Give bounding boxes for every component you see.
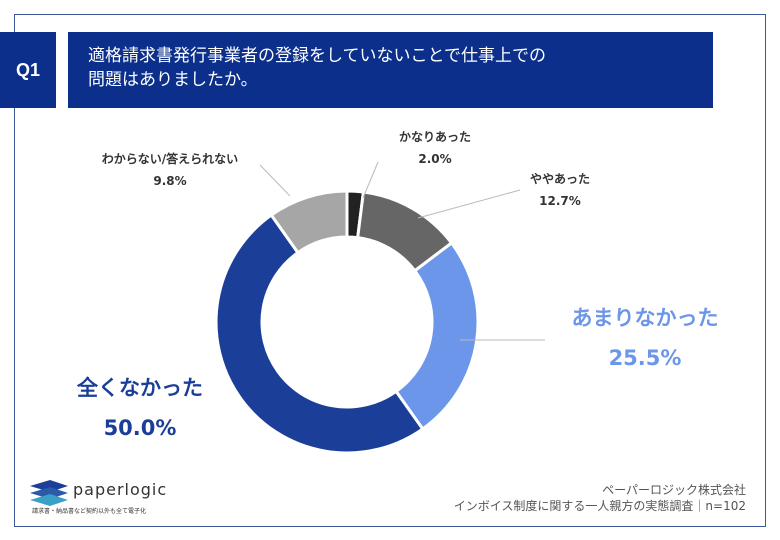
label-wakaranai: わからない/答えられない 9.8% [80,148,260,192]
donut-slice-2 [394,240,480,432]
leader-line-4 [259,164,291,197]
category-label: ややあった [529,172,590,186]
title-line-1: 適格請求書発行事業者の登録をしていないことで仕事上での [88,46,546,66]
footer-credit: ペーパーロジック株式会社 インボイス制度に関する一人親方の実態調査｜n=102 [454,482,746,514]
donut-slice-4 [269,189,349,255]
value-label: 9.8% [153,174,187,188]
question-number: Q1 [0,32,56,108]
donut-slice-3 [214,212,425,455]
value-label: 12.7% [539,194,581,208]
label-mattaku: 全くなかった 50.0% [40,368,240,448]
category-label: かなりあった [398,130,471,144]
label-amari: あまりなかった 25.5% [545,298,745,378]
paperlogic-logo: paperlogic 請求書・納品書など契約以外も全て電子化 [28,478,166,515]
company-name: ペーパーロジック株式会社 [602,483,746,497]
logo-text: paperlogic [73,480,168,499]
frame [14,14,766,527]
label-kanari: かなりあった 2.0% [380,126,490,170]
value-label: 50.0% [103,416,177,440]
category-label: あまりなかった [571,306,719,330]
logo-tagline: 請求書・納品書など契約以外も全て電子化 [32,508,147,515]
category-label: わからない/答えられない [101,152,239,166]
survey-name: インボイス制度に関する一人親方の実態調査｜n=102 [453,499,746,513]
label-yaya: ややあった 12.7% [510,168,610,212]
leader-line-0 [362,161,379,199]
category-label: 全くなかった [77,376,203,400]
logo-mark-icon [30,480,68,506]
value-label: 2.0% [418,152,452,166]
value-label: 25.5% [608,346,682,370]
question-title: 適格請求書発行事業者の登録をしていないことで仕事上での 問題はありましたか。 [68,32,713,108]
leader-lines [259,161,545,341]
leader-line-1 [417,189,521,219]
title-line-2: 問題はありましたか。 [88,70,258,90]
